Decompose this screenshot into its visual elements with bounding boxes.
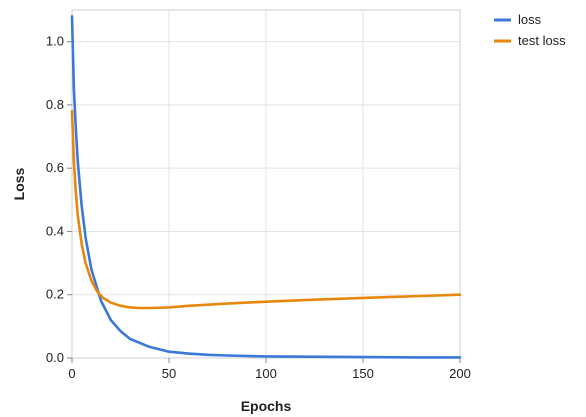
y-tick-label: 0.6 [46,160,64,175]
x-tick-label: 200 [449,366,471,381]
y-axis-title: Loss [11,167,27,200]
x-tick-label: 150 [352,366,374,381]
series-line-loss [70,14,462,359]
y-tick-label: 1.0 [46,34,64,49]
x-tick-label: 0 [68,366,75,381]
x-tick-label: 50 [162,366,176,381]
series-line-test-loss [70,109,462,310]
y-axis-ticks: 0.0 0.2 0.4 0.6 0.8 1.0 [46,34,72,365]
x-axis-title: Epochs [241,398,292,414]
y-tick-label: 0.4 [46,223,64,238]
y-tick-label: 0.2 [46,287,64,302]
x-tick-label: 100 [255,366,277,381]
y-tick-label: 0.8 [46,97,64,112]
legend-label-loss: loss [518,12,542,27]
legend: loss test loss [494,12,566,48]
series-lines [70,14,462,359]
y-tick-label: 0.0 [46,350,64,365]
legend-label-test-loss: test loss [518,33,566,48]
x-axis-ticks: 0 50 100 150 200 [68,358,471,381]
